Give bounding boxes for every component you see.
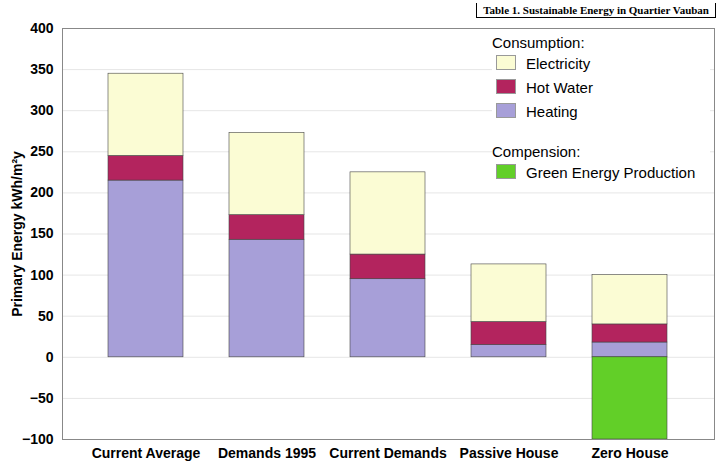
html-text:Compension:: Compension: (492, 143, 581, 160)
svg-text:250: 250 (30, 143, 54, 159)
svg-text:200: 200 (30, 184, 54, 200)
html-text:Green Energy Production: Green Energy Production (526, 164, 696, 181)
svg-text:150: 150 (30, 225, 54, 241)
html-text:Electricity: Electricity (526, 55, 591, 72)
svg-text:400: 400 (30, 20, 54, 36)
svg-text:Passive House: Passive House (460, 445, 559, 461)
svg-text:50: 50 (38, 308, 54, 324)
svg-text:Current Average: Current Average (92, 445, 201, 461)
svg-text:Zero House: Zero House (591, 445, 668, 461)
svg-text:−100: −100 (22, 431, 54, 447)
html-text:Table 1. Sustainable Energy in: Table 1. Sustainable Energy in Quartier … (483, 4, 709, 16)
svg-text:100: 100 (30, 267, 54, 283)
svg-text:350: 350 (30, 61, 54, 77)
svg-text:Demands 1995: Demands 1995 (218, 445, 316, 461)
html-text:Hot Water: Hot Water (526, 79, 593, 96)
svg-text:Current Demands: Current Demands (329, 445, 447, 461)
svg-text:Primary Energy kWh/m²y: Primary Energy kWh/m²y (9, 151, 25, 317)
svg-text:0: 0 (46, 349, 54, 365)
svg-text:300: 300 (30, 102, 54, 118)
html-text:Heating: Heating (526, 103, 578, 120)
svg-text:−50: −50 (30, 390, 54, 406)
html-text:Consumption:: Consumption: (492, 34, 585, 51)
